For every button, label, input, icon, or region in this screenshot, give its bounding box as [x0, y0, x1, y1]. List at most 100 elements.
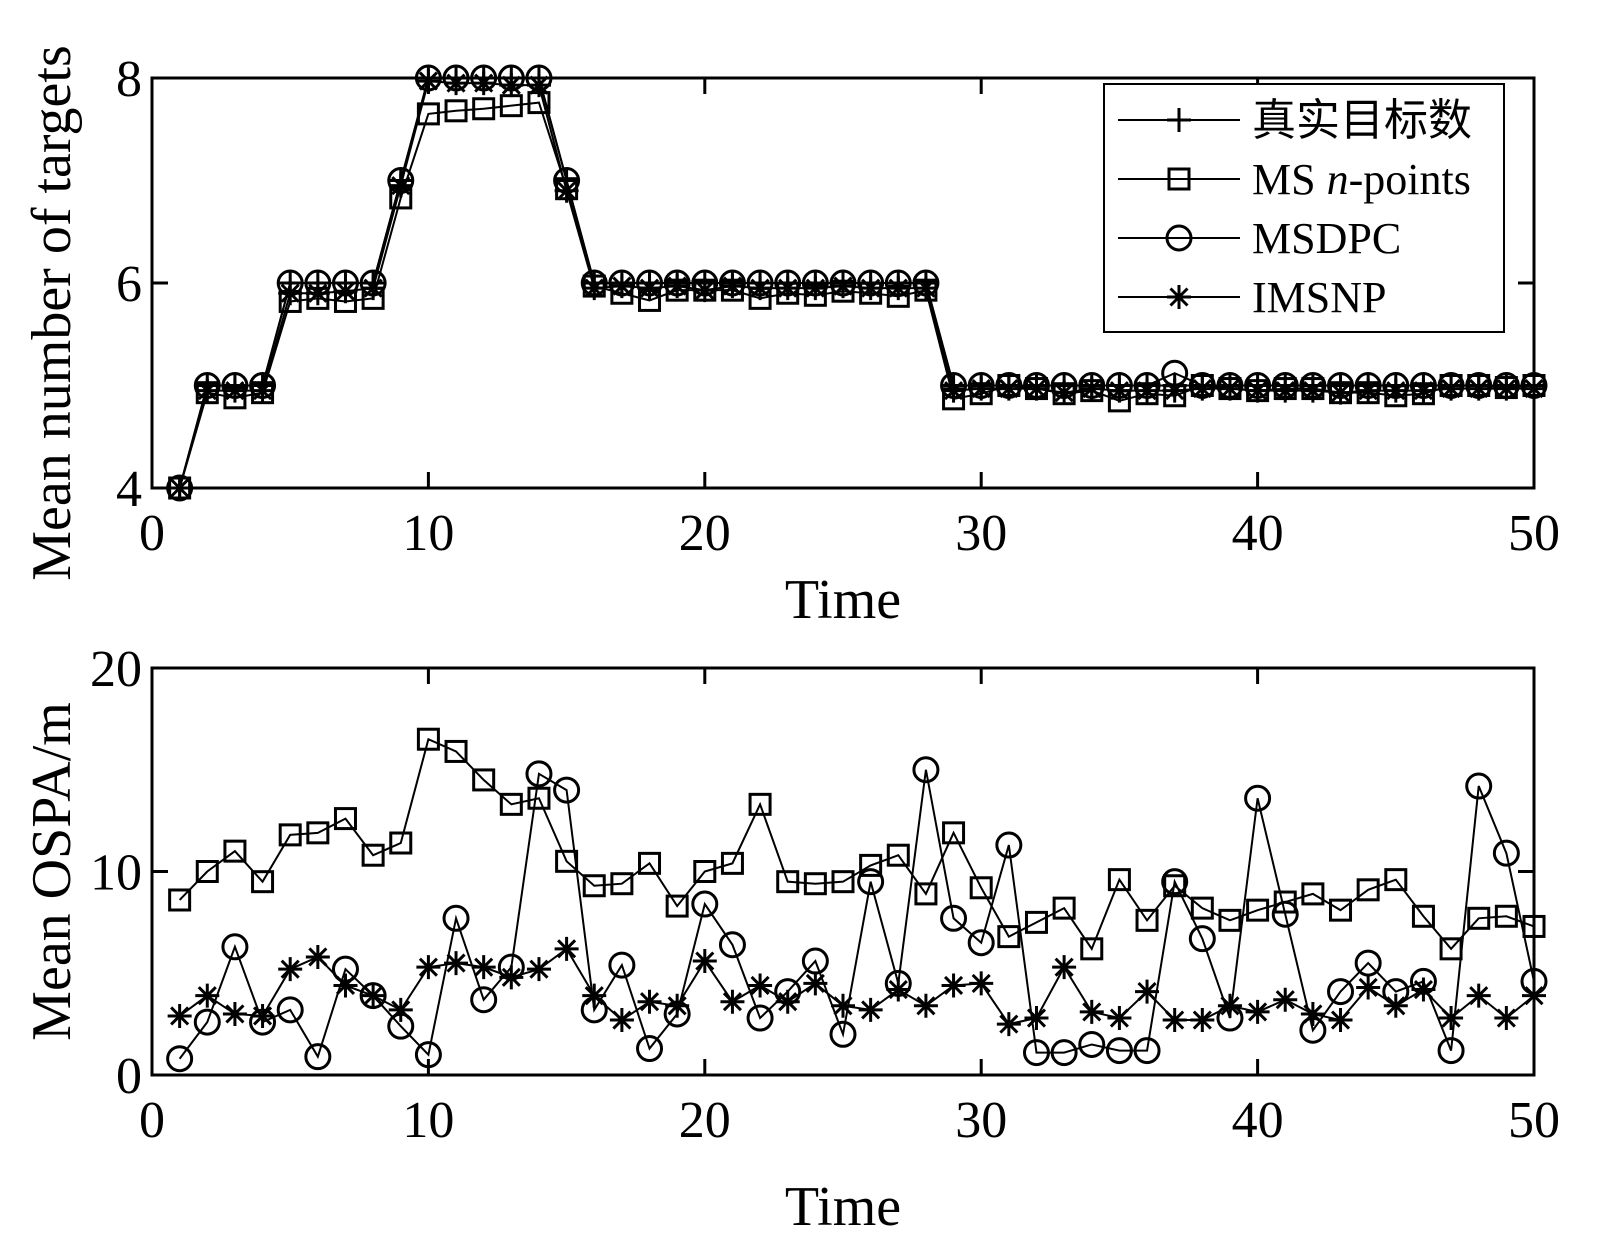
data-point — [1328, 380, 1353, 405]
data-point — [1383, 378, 1408, 403]
data-point — [692, 949, 717, 974]
data-point — [969, 876, 993, 900]
data-point — [416, 69, 441, 94]
data-point — [886, 977, 911, 1002]
data-point — [1052, 955, 1077, 980]
x-axis: 0 10 20 30 40 50 — [139, 668, 1560, 1149]
data-point — [1437, 1037, 1465, 1065]
y-axis: 0 10 20 — [90, 641, 1534, 1105]
data-point — [250, 1003, 275, 1028]
data-point — [472, 97, 496, 121]
data-point — [829, 1020, 857, 1048]
x-tick-label: 10 — [402, 505, 454, 562]
data-point — [1466, 376, 1491, 401]
data-point — [527, 786, 551, 810]
data-point — [1439, 1006, 1464, 1031]
x-tick-label: 50 — [1508, 1092, 1560, 1149]
data-point — [1356, 878, 1380, 902]
data-point — [1494, 904, 1518, 928]
data-point — [278, 957, 303, 982]
data-point — [582, 983, 607, 1008]
data-point — [969, 971, 994, 996]
data-point — [1301, 882, 1325, 906]
x-axis-label: Time — [785, 1176, 901, 1236]
data-point — [997, 925, 1021, 949]
data-point — [499, 73, 524, 98]
data-point — [251, 870, 275, 894]
data-point — [665, 274, 690, 299]
data-point — [1245, 378, 1270, 403]
data-point — [1328, 1008, 1353, 1033]
data-point — [1492, 839, 1520, 867]
data-point — [831, 870, 855, 894]
data-point — [1188, 925, 1216, 953]
data-point — [1522, 376, 1546, 401]
data-point — [831, 274, 855, 299]
data-point — [416, 955, 441, 980]
data-point — [305, 944, 330, 969]
data-point — [775, 989, 800, 1014]
data-point — [526, 73, 551, 98]
legend-label: MSDPC — [1252, 214, 1401, 263]
data-point — [195, 860, 219, 883]
x-tick-label: 0 — [139, 505, 165, 562]
y-tick-label: 10 — [90, 845, 142, 902]
data-point — [1105, 1037, 1133, 1065]
data-point — [1080, 937, 1104, 961]
data-point — [718, 931, 746, 959]
x-tick-label: 20 — [679, 505, 731, 562]
data-point — [1218, 908, 1242, 932]
data-point — [886, 276, 911, 301]
data-point — [1022, 1039, 1050, 1067]
data-point — [444, 951, 469, 976]
data-point — [1273, 378, 1298, 403]
data-point — [1246, 898, 1270, 922]
data-point — [471, 955, 496, 980]
data-point — [803, 971, 828, 996]
y-tick-label: 6 — [116, 256, 142, 313]
data-point — [499, 792, 523, 816]
data-point — [746, 1004, 774, 1032]
data-point — [913, 276, 938, 301]
data-point — [803, 872, 827, 896]
data-point — [1190, 1008, 1215, 1033]
y-axis-label: Mean OSPA/m — [21, 702, 83, 1041]
data-point — [1411, 977, 1436, 1002]
legend-entry-msdpc: MSDPC — [1118, 214, 1401, 263]
legend-marker — [1167, 108, 1191, 132]
data-point — [720, 989, 745, 1014]
data-point — [803, 276, 828, 301]
data-point — [1162, 1008, 1187, 1033]
data-point — [499, 965, 524, 990]
data-point — [1217, 376, 1242, 401]
data-point — [636, 1035, 664, 1063]
data-point — [223, 839, 247, 863]
data-point — [416, 727, 440, 751]
data-point — [1466, 983, 1491, 1008]
legend-marker — [1167, 285, 1191, 309]
data-point — [525, 760, 553, 788]
series-line — [178, 101, 1535, 489]
data-point — [582, 874, 606, 898]
legend-marker — [1165, 224, 1193, 252]
x-axis-label: Time — [785, 569, 901, 631]
x-tick-label: 10 — [402, 1092, 454, 1149]
data-point — [388, 997, 413, 1022]
series-line — [179, 947, 1535, 1026]
data-point — [1411, 904, 1435, 928]
data-point — [1329, 898, 1353, 922]
data-point — [414, 1041, 442, 1069]
data-point — [1356, 975, 1381, 1000]
data-point — [1024, 1006, 1049, 1031]
data-point — [1024, 910, 1048, 934]
data-point — [1494, 1006, 1519, 1031]
data-point — [1465, 772, 1493, 800]
data-point — [1494, 376, 1519, 401]
data-point — [1024, 376, 1049, 401]
series-ms-n-points — [168, 727, 1546, 961]
data-point — [608, 951, 636, 979]
legend-entry-imsnp: IMSNP — [1118, 273, 1387, 322]
data-point — [168, 888, 192, 912]
x-tick-label: 0 — [139, 1092, 165, 1149]
